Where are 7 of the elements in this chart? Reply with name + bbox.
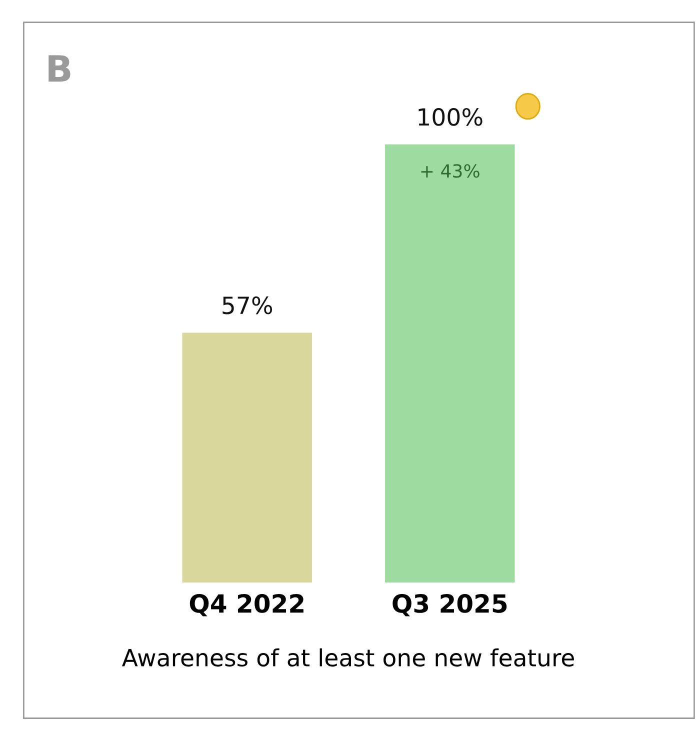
annotation: + 43% [421, 164, 480, 178]
chart-title: B [48, 55, 70, 82]
data-label: 100% [418, 108, 482, 126]
data-label: 57% [222, 296, 272, 314]
x-tick-label: Q4 2022 [190, 594, 304, 616]
x-axis-title: Awareness of at least one new feature [122, 648, 574, 667]
x-tick-label: Q3 2025 [392, 594, 507, 616]
